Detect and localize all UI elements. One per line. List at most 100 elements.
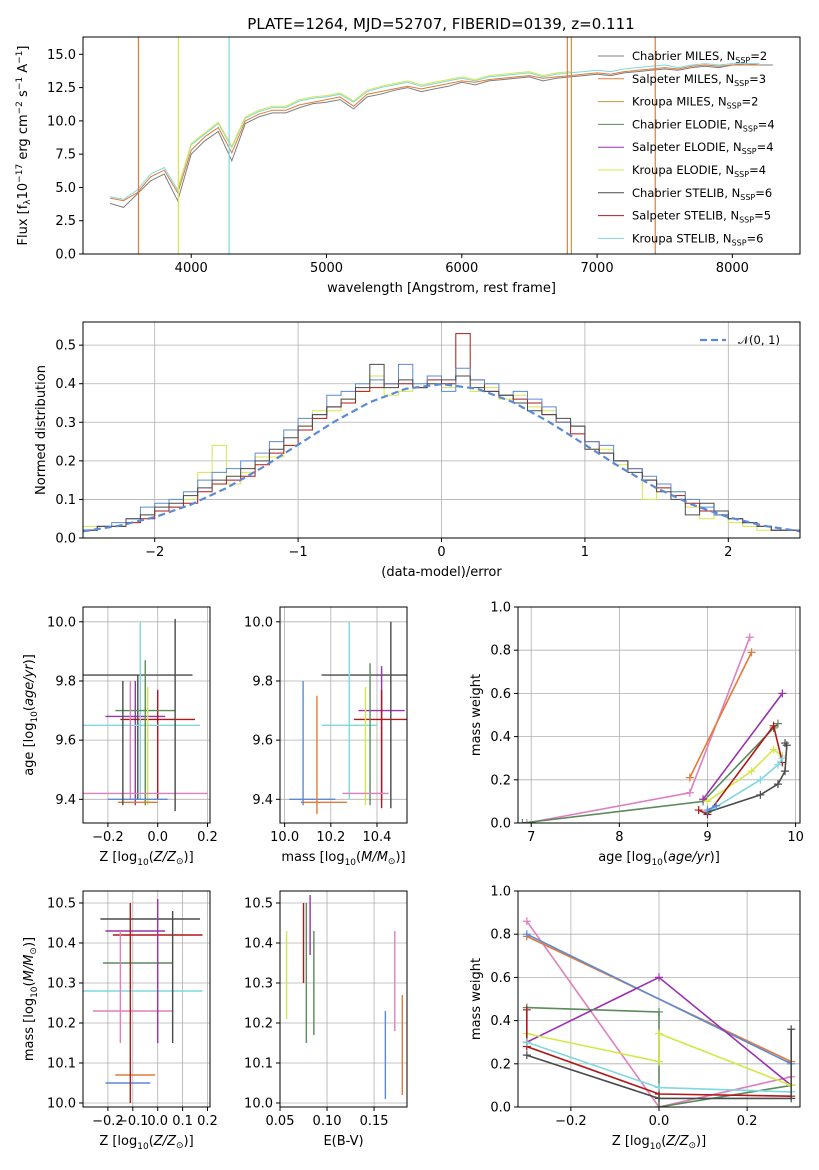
- x-tick-label: 2: [724, 545, 732, 560]
- series-line-chabrier_stelib: [526, 1029, 792, 1100]
- y-tick-label: 10.5: [244, 897, 273, 912]
- series-marker: [773, 780, 782, 789]
- y-tick-label: 10.3: [47, 977, 76, 992]
- legend-label: Chabrier ELODIE, NSSP=4: [632, 117, 775, 133]
- y-tick-label: 0.5: [55, 339, 76, 354]
- plot-area: [285, 895, 403, 1099]
- x-axis-label: Z [log10(Z/Z⊙)]: [99, 850, 193, 868]
- x-tick-label: 8000: [716, 261, 749, 276]
- x-tick-label: −0.2: [92, 830, 124, 845]
- panel-mass_vs_Z: −0.2−0.10.0 0.1 0.2 10.0 10.1 10.2 10.3 10.4 10.…: [22, 890, 218, 1152]
- y-tick-label: 10.0: [244, 615, 273, 630]
- legend-label: Kroupa STELIB, NSSP=6: [632, 231, 763, 247]
- series-line-kroupa_elodie: [707, 748, 783, 803]
- y-tick-label: 9.4: [252, 793, 273, 808]
- axes-frame: [279, 890, 408, 1108]
- plot-area: [289, 621, 407, 815]
- y-tick-label: 9.6: [55, 734, 76, 749]
- legend-label-gauss: 𝒩(0, 1): [738, 333, 780, 347]
- legend-label: Salpeter STELIB, NSSP=5: [632, 209, 771, 225]
- y-tick-label: 10.3: [244, 977, 273, 992]
- y-axis-label: mass weight: [469, 958, 484, 1040]
- series-marker: [745, 633, 754, 642]
- y-tick-label: 0.4: [490, 730, 511, 745]
- series-marker: [655, 1007, 663, 1016]
- y-tick-label: 10.1: [244, 1057, 273, 1072]
- y-tick-label: 15.0: [47, 48, 76, 63]
- x-tick-label: 1: [581, 545, 589, 560]
- y-tick-label: 0.2: [490, 1057, 511, 1072]
- y-tick-label: 0.3: [55, 416, 76, 431]
- y-axis-label: mass [log10(M/M⊙)]: [22, 937, 40, 1061]
- y-tick-label: 0.2: [490, 773, 511, 788]
- plot-area: [83, 333, 800, 538]
- x-tick-label: 10: [787, 830, 804, 845]
- panel-weight_vs_Z: −0.2 0.0 0.2 0.0 0.2 0.4 0.6 0.8 1.0 Z [log10(Z/Z…: [469, 885, 801, 1152]
- y-tick-label: 7.5: [55, 148, 76, 163]
- axes-frame: [82, 606, 211, 824]
- series-marker: [769, 721, 778, 730]
- series-marker: [747, 767, 756, 776]
- y-tick-label: 0.0: [490, 817, 511, 832]
- panel-spectrum: 4000 5000 6000 7000 8000 0.0 2.5 5.0 7.5 10.0 12.5…: [15, 36, 801, 296]
- x-axis-label: wavelength [Angstrom, rest frame]: [327, 281, 556, 296]
- x-tick-label: −0.2: [555, 1114, 587, 1129]
- legend-label: Salpeter MILES, NSSP=3: [632, 72, 766, 88]
- plot-area: [83, 899, 203, 1103]
- series-marker: [787, 1025, 796, 1034]
- x-tick-label: 7000: [581, 261, 614, 276]
- series-marker: [655, 1057, 663, 1066]
- series-line-chabrier_elodie: [522, 723, 779, 823]
- x-tick-label: 0.0: [147, 1114, 168, 1129]
- series-marker: [703, 806, 712, 815]
- x-tick-label: 5000: [310, 261, 343, 276]
- series-marker: [781, 739, 790, 748]
- series-line-salpeter_stelib: [698, 723, 784, 816]
- gauss-curve: [83, 382, 800, 533]
- series-line-salpeter_miles: [110, 64, 760, 202]
- y-tick-label: 0.2: [55, 454, 76, 469]
- y-tick-label: 0.6: [490, 687, 511, 702]
- series-marker: [773, 719, 782, 728]
- series-marker: [655, 1094, 663, 1103]
- y-tick-label: 10.0: [47, 1097, 76, 1112]
- plot-area: [518, 633, 791, 823]
- y-tick-label: 10.4: [244, 937, 273, 952]
- y-tick-label: 10.4: [47, 937, 76, 952]
- x-axis-label: mass [log10(M/M⊙)]: [281, 850, 405, 868]
- series-marker: [773, 760, 782, 769]
- y-tick-label: 10.1: [47, 1057, 76, 1072]
- y-tick-label: 0.0: [490, 1101, 511, 1116]
- x-tick-label: 10.4: [363, 830, 392, 845]
- y-tick-label: 0.1: [55, 493, 76, 508]
- series-marker: [655, 1083, 663, 1092]
- panel-age_vs_Z: −0.2 0.0 0.2 9.4 9.6 9.8 10.0 Z [log10(Z/Z⊙)] ag…: [22, 606, 218, 868]
- y-tick-label: 0.6: [490, 971, 511, 986]
- plot-area: [83, 618, 208, 812]
- y-tick-label: 9.8: [252, 674, 273, 689]
- series-line-blue: [707, 804, 717, 811]
- series-marker: [787, 1094, 796, 1103]
- x-tick-label: 0.2: [197, 830, 218, 845]
- series-line-salpeter_elodie: [702, 692, 784, 800]
- x-tick-label: 0.05: [266, 1114, 295, 1129]
- x-tick-label: −0.2: [92, 1114, 124, 1129]
- x-tick-label: 0.2: [737, 1114, 758, 1129]
- x-axis-label: Z [log10(Z/Z⊙)]: [99, 1134, 193, 1152]
- legend-label: Chabrier STELIB, NSSP=6: [632, 186, 772, 202]
- series-line-kroupa_elodie: [177, 71, 571, 189]
- x-tick-label: 4000: [175, 261, 208, 276]
- x-tick-label: 0.1: [172, 1114, 193, 1129]
- x-axis-label: E(B-V): [323, 1134, 363, 1149]
- y-tick-label: 10.5: [47, 897, 76, 912]
- y-tick-label: 2.5: [55, 214, 76, 229]
- x-tick-label: 6000: [445, 261, 478, 276]
- x-tick-label: 8: [615, 830, 623, 845]
- series-marker: [747, 648, 756, 657]
- figure-title: PLATE=1264, MJD=52707, FIBERID=0139, z=0…: [247, 15, 634, 33]
- y-tick-label: 9.8: [55, 674, 76, 689]
- y-tick-label: 5.0: [55, 181, 76, 196]
- series-marker: [782, 741, 791, 750]
- series-marker: [655, 973, 663, 982]
